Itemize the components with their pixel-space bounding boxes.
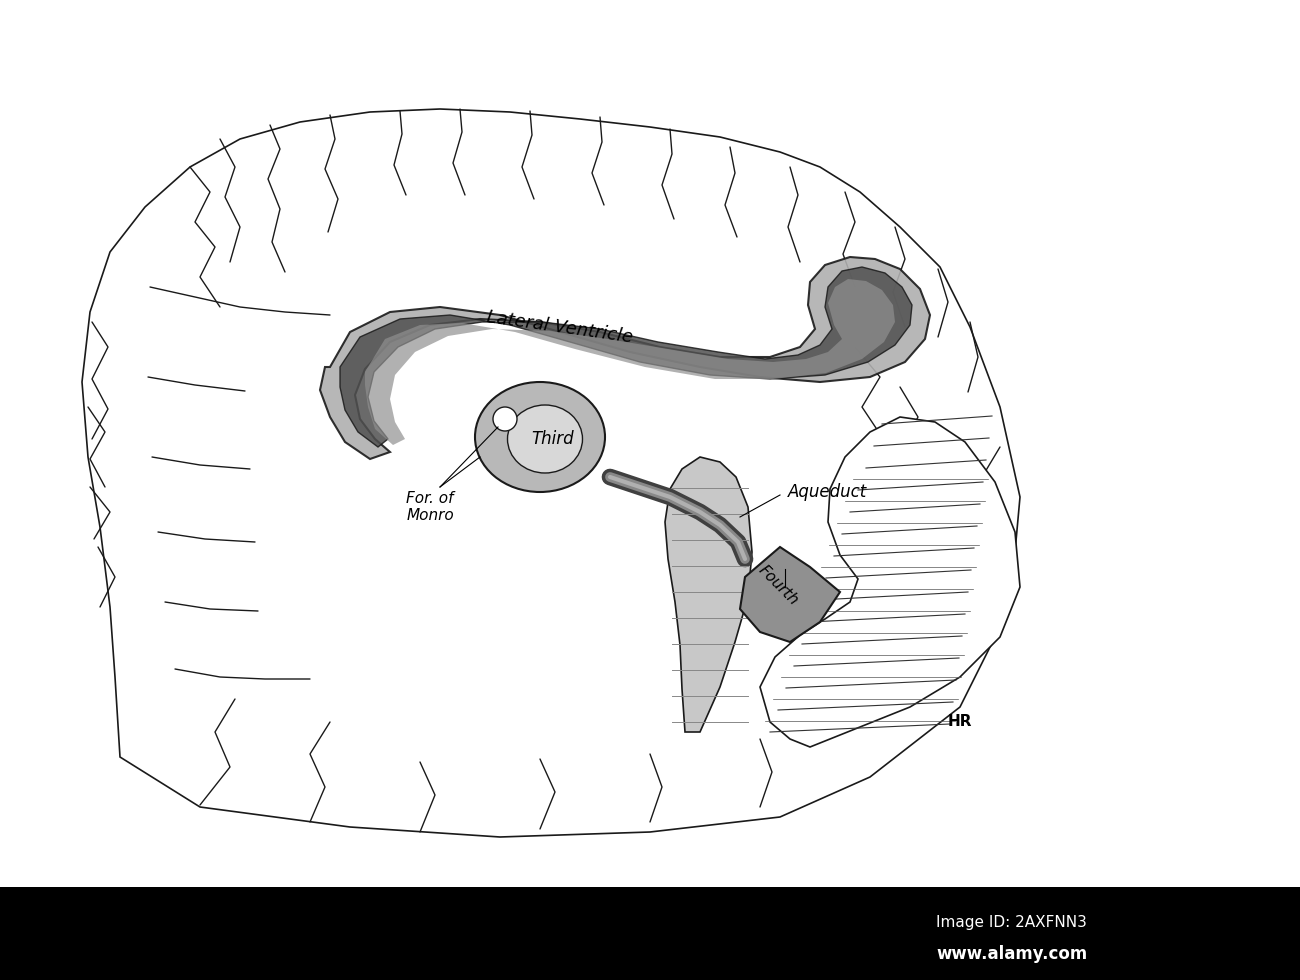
Polygon shape xyxy=(760,417,1021,747)
Text: Lateral Ventricle: Lateral Ventricle xyxy=(486,308,634,346)
Circle shape xyxy=(493,407,517,431)
Polygon shape xyxy=(666,457,751,732)
Text: Image ID: 2AXFNN3: Image ID: 2AXFNN3 xyxy=(936,915,1087,930)
Text: www.alamy.com: www.alamy.com xyxy=(936,945,1087,963)
Polygon shape xyxy=(341,267,913,447)
Text: Fourth: Fourth xyxy=(755,563,801,608)
Ellipse shape xyxy=(507,405,582,473)
Polygon shape xyxy=(740,547,840,642)
Text: Aqueduct: Aqueduct xyxy=(788,483,867,501)
Text: Third: Third xyxy=(532,430,575,448)
Polygon shape xyxy=(320,257,930,459)
Ellipse shape xyxy=(474,382,604,492)
Text: HR: HR xyxy=(948,714,972,729)
Text: For. of
Monro: For. of Monro xyxy=(406,491,454,523)
Polygon shape xyxy=(82,109,1020,837)
Polygon shape xyxy=(365,279,894,445)
Bar xyxy=(0,887,1300,980)
